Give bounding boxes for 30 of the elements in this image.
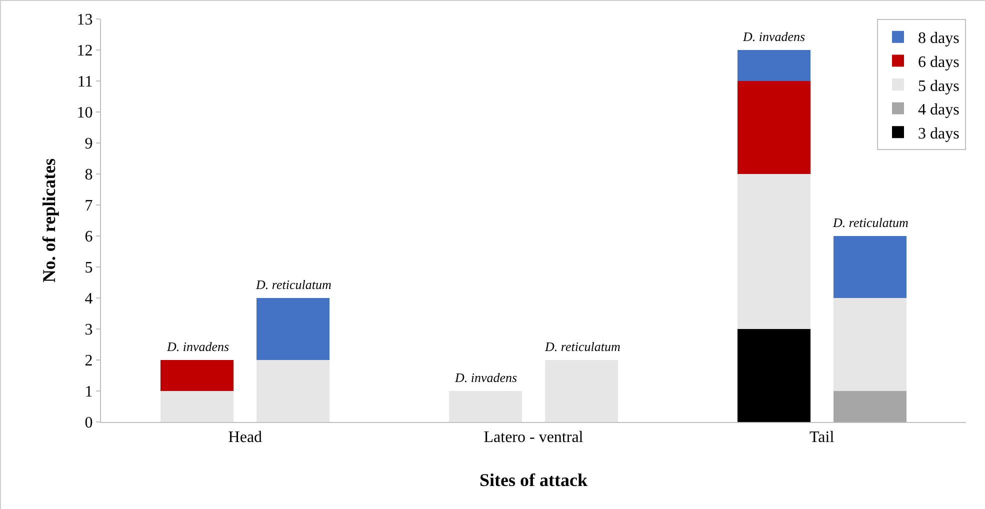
annotation: D. reticulatum [832, 215, 908, 230]
annotation: D. invadens [166, 339, 230, 354]
legend-label: 4 days [918, 102, 960, 119]
y-tick-label: 13 [76, 12, 93, 29]
annotation: D. reticulatum [544, 339, 620, 354]
y-tick-label: 1 [84, 384, 93, 401]
y-tick-label: 6 [84, 228, 93, 246]
y-tick-label: 7 [84, 198, 93, 215]
y-axis-title: No. of replicates [39, 158, 59, 283]
y-tick-label: 2 [84, 352, 93, 370]
legend-label: 5 days [918, 78, 960, 95]
x-axis-title: Sites of attack [480, 470, 588, 490]
text: Latero - ventral [484, 429, 584, 446]
text: Tail [810, 429, 835, 446]
annotation: D. invadens [454, 370, 518, 385]
y-tick-label: 10 [76, 104, 93, 122]
y-tick-label: 8 [84, 166, 93, 184]
legend-label: 3 days [918, 125, 960, 142]
annotation: D. invadens [742, 29, 806, 44]
y-tick-label: 0 [84, 414, 93, 432]
y-tick-label: 12 [76, 42, 93, 60]
legend-label: 8 days [918, 30, 960, 48]
text: Head [228, 429, 262, 446]
annotation: D. reticulatum [255, 277, 332, 292]
y-tick-label: 3 [84, 322, 93, 339]
y-tick-label: 4 [84, 290, 93, 308]
legend-label: 6 days [918, 54, 960, 71]
y-tick-label: 11 [77, 74, 93, 91]
y-tick-label: 5 [84, 260, 93, 277]
y-tick-label: 9 [84, 136, 93, 153]
